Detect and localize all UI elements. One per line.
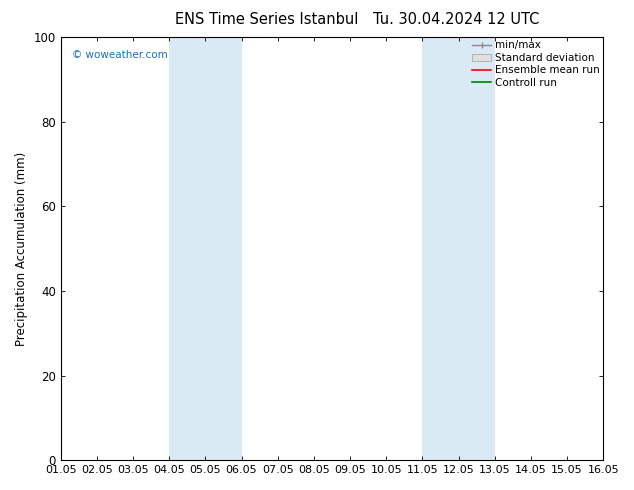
Bar xyxy=(422,37,495,460)
Legend: min/max, Standard deviation, Ensemble mean run, Controll run: min/max, Standard deviation, Ensemble me… xyxy=(470,38,602,90)
Bar xyxy=(169,37,242,460)
Text: ENS Time Series Istanbul: ENS Time Series Istanbul xyxy=(174,12,358,27)
Text: Tu. 30.04.2024 12 UTC: Tu. 30.04.2024 12 UTC xyxy=(373,12,540,27)
Y-axis label: Precipitation Accumulation (mm): Precipitation Accumulation (mm) xyxy=(15,151,28,346)
Text: © woweather.com: © woweather.com xyxy=(72,50,167,60)
